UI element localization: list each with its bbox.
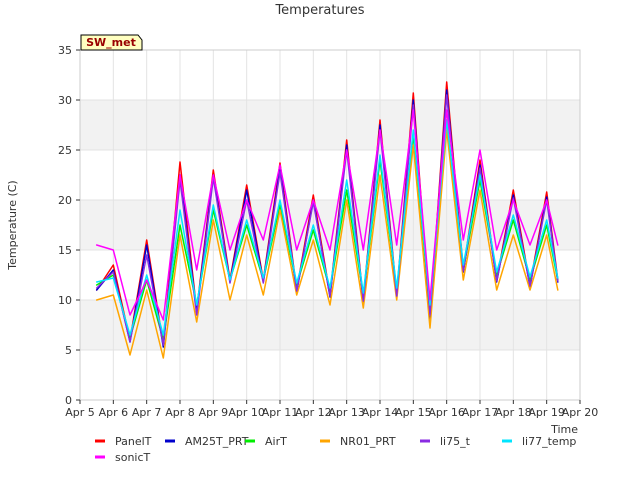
x-tick-label: Apr 10: [228, 406, 265, 419]
annotation-text: SW_met: [86, 36, 136, 49]
x-tick-label: Apr 11: [262, 406, 299, 419]
annotation-shape: [80, 34, 143, 51]
y-tick-label: 0: [65, 394, 72, 407]
background-bands: [80, 50, 580, 400]
x-tick-label: Apr 13: [328, 406, 365, 419]
x-tick-label: Apr 6: [99, 406, 129, 419]
legend-label-li75_t: li75_t: [440, 435, 471, 448]
legend-label-sonicT: sonicT: [115, 451, 151, 464]
y-tick-label: 20: [58, 194, 72, 207]
x-axis-label: Time: [550, 423, 578, 436]
legend: PanelT AM25T_PRT AirT NR01_PRT li75_t li77_te…: [95, 435, 576, 464]
x-tick-label: Apr 5: [65, 406, 95, 419]
series-line-sonicT: [95, 109, 559, 321]
x-tick-label: Apr 8: [165, 406, 195, 419]
annotation-box: SW_met: [80, 34, 143, 51]
legend-label-AM25T_PRT: AM25T_PRT: [185, 435, 249, 448]
series-layer: [95, 81, 559, 359]
legend-label-li77_temp: li77_temp: [522, 435, 576, 448]
x-tick-label: Apr 15: [395, 406, 432, 419]
x-tick-label: Apr 14: [362, 406, 399, 419]
x-tick-label: Apr 19: [528, 406, 565, 419]
series-line-NR01_PRT: [95, 129, 559, 359]
y-tick-label: 10: [58, 294, 72, 307]
plot-frame: [79, 49, 581, 401]
background-band: [80, 200, 580, 250]
legend-label-AirT: AirT: [265, 435, 287, 448]
y-tick-label: 35: [58, 44, 72, 57]
background-band: [80, 350, 580, 400]
x-tick-label: Apr 12: [295, 406, 332, 419]
series-line-li77_temp: [95, 119, 559, 336]
x-tick-label: Apr 20: [562, 406, 599, 419]
y-axis-label: Temperature (C): [6, 180, 19, 270]
x-tick-label: Apr 17: [462, 406, 499, 419]
y-tick-label: 30: [58, 94, 72, 107]
y-tick-label: 25: [58, 144, 72, 157]
x-tick-label: Apr 16: [428, 406, 465, 419]
legend-label-NR01_PRT: NR01_PRT: [340, 435, 396, 448]
x-tick-label: Apr 18: [495, 406, 532, 419]
x-tick-label: Apr 7: [132, 406, 162, 419]
y-axis-ticks: 0 5 10 15 20 25 30 35: [58, 44, 80, 407]
y-tick-label: 5: [65, 344, 72, 357]
chart-title: Temperatures: [274, 3, 364, 18]
x-tick-label: Apr 9: [199, 406, 229, 419]
legend-label-PanelT: PanelT: [115, 435, 152, 448]
background-band: [80, 150, 580, 200]
background-band: [80, 50, 580, 100]
y-tick-label: 15: [58, 244, 72, 257]
background-band: [80, 100, 580, 150]
